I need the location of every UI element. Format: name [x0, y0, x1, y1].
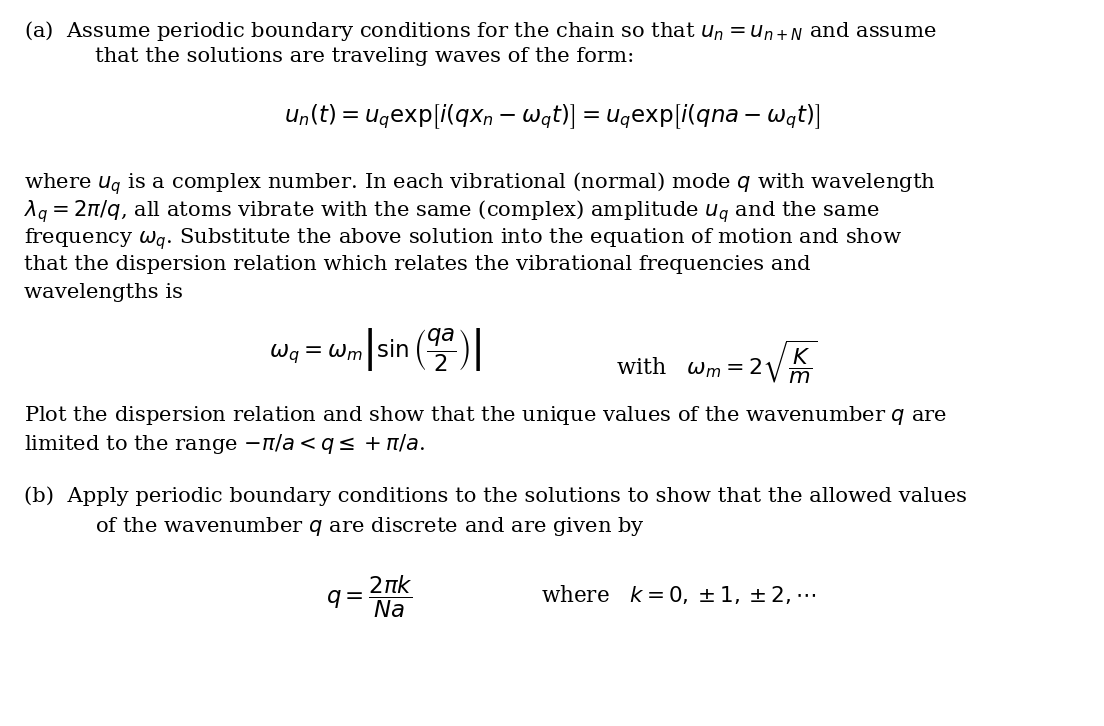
Text: that the dispersion relation which relates the vibrational frequencies and: that the dispersion relation which relat… [24, 255, 810, 274]
Text: Plot the dispersion relation and show that the unique values of the wavenumber $: Plot the dispersion relation and show th… [24, 404, 947, 427]
Text: limited to the range $-\pi/a < q \leq +\pi/a$.: limited to the range $-\pi/a < q \leq +\… [24, 432, 425, 456]
Text: that the solutions are traveling waves of the form:: that the solutions are traveling waves o… [95, 47, 634, 66]
Text: (a)  Assume periodic boundary conditions for the chain so that $u_n = u_{n+N}$ a: (a) Assume periodic boundary conditions … [24, 19, 937, 43]
Text: of the wavenumber $q$ are discrete and are given by: of the wavenumber $q$ are discrete and a… [95, 515, 645, 538]
Text: where   $k = 0, \pm 1, \pm 2, \cdots$: where $k = 0, \pm 1, \pm 2, \cdots$ [541, 584, 816, 608]
Text: where $u_q$ is a complex number. In each vibrational (normal) mode $q$ with wave: where $u_q$ is a complex number. In each… [24, 170, 936, 197]
Text: (b)  Apply periodic boundary conditions to the solutions to show that the allowe: (b) Apply periodic boundary conditions t… [24, 486, 967, 506]
Text: frequency $\omega_q$. Substitute the above solution into the equation of motion : frequency $\omega_q$. Substitute the abo… [24, 227, 902, 253]
Text: wavelengths is: wavelengths is [24, 283, 183, 302]
Text: $u_n(t) = u_q\mathrm{exp}\left[i(qx_n - \omega_q t)\right] = u_q\mathrm{exp}\lef: $u_n(t) = u_q\mathrm{exp}\left[i(qx_n - … [284, 103, 820, 132]
Text: with   $\omega_m = 2\sqrt{\dfrac{K}{m}}$: with $\omega_m = 2\sqrt{\dfrac{K}{m}}$ [616, 339, 818, 386]
Text: $\omega_q = \omega_m\left|\sin\left(\dfrac{qa}{2}\right)\right|$: $\omega_q = \omega_m\left|\sin\left(\dfr… [269, 327, 481, 374]
Text: $q = \dfrac{2\pi k}{Na}$: $q = \dfrac{2\pi k}{Na}$ [327, 574, 413, 620]
Text: $\lambda_q = 2\pi/q$, all atoms vibrate with the same (complex) amplitude $u_q$ : $\lambda_q = 2\pi/q$, all atoms vibrate … [24, 198, 880, 225]
